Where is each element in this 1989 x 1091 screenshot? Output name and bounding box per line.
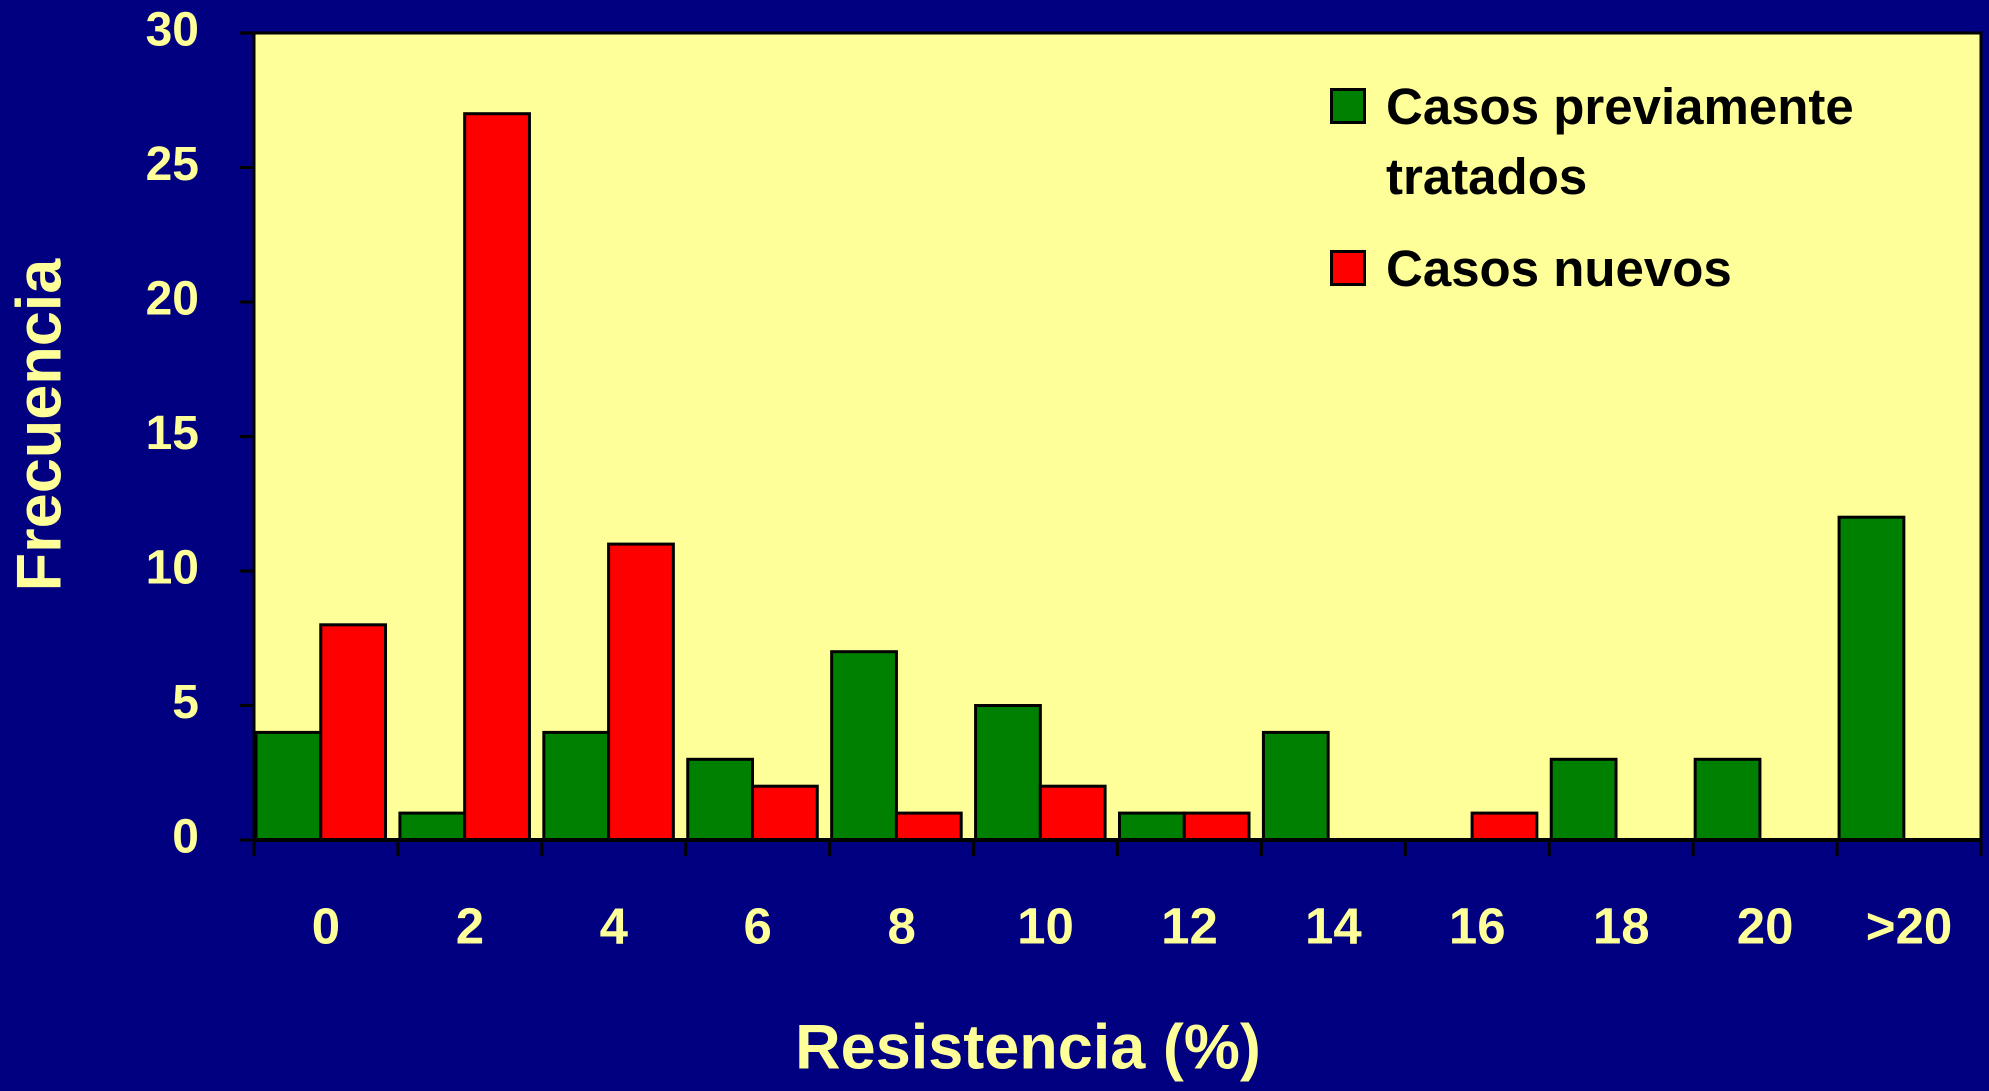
x-tick-label: 12 bbox=[1161, 897, 1218, 954]
y-tick-label: 30 bbox=[146, 4, 199, 57]
x-tick-label: 20 bbox=[1737, 897, 1794, 954]
bar bbox=[607, 542, 675, 842]
x-tick-label: 10 bbox=[1017, 897, 1074, 954]
bar bbox=[1549, 757, 1618, 842]
bar bbox=[1182, 811, 1251, 842]
legend-swatch bbox=[1330, 88, 1366, 124]
bar bbox=[751, 784, 819, 842]
bar bbox=[1118, 811, 1186, 842]
bar bbox=[686, 757, 755, 842]
legend-label: Casos previamente tratados bbox=[1386, 78, 1854, 205]
y-tick-label: 20 bbox=[146, 273, 199, 326]
y-tick-label: 0 bbox=[172, 811, 199, 864]
y-axis-title: Frecuencia bbox=[5, 258, 75, 592]
x-tick-label: 0 bbox=[312, 897, 340, 954]
x-tick-label: 2 bbox=[456, 897, 484, 954]
x-tick-label: 4 bbox=[600, 897, 629, 954]
x-tick-label: >20 bbox=[1866, 897, 1953, 954]
bar bbox=[1038, 784, 1107, 842]
plot-area bbox=[252, 31, 1983, 842]
x-axis-title: Resistencia (%) bbox=[795, 1013, 1261, 1083]
y-tick-label: 10 bbox=[146, 542, 199, 595]
x-tick-label: 18 bbox=[1593, 897, 1650, 954]
y-tick-label: 25 bbox=[146, 138, 199, 191]
x-tick-label: 14 bbox=[1305, 897, 1362, 954]
legend-item: Casos nuevos bbox=[1330, 234, 1970, 304]
y-tick-label: 5 bbox=[172, 676, 199, 729]
bar bbox=[254, 730, 323, 842]
x-tick-label: 8 bbox=[887, 897, 915, 954]
x-tick-label: 6 bbox=[744, 897, 772, 954]
bar bbox=[542, 730, 611, 842]
bar bbox=[1837, 515, 1906, 842]
legend-item: Casos previamente tratados bbox=[1330, 72, 1970, 212]
bar bbox=[1261, 730, 1330, 842]
x-tick-label: 16 bbox=[1449, 897, 1506, 954]
bar bbox=[1693, 757, 1762, 842]
bar bbox=[1470, 811, 1539, 842]
y-tick-label: 15 bbox=[146, 407, 199, 460]
bar bbox=[894, 811, 963, 842]
bar bbox=[463, 112, 531, 842]
legend: Casos previamente tratados Casos nuevos bbox=[1330, 72, 1970, 326]
bar bbox=[830, 650, 898, 842]
bar bbox=[398, 811, 467, 842]
bar bbox=[319, 623, 388, 842]
legend-swatch bbox=[1330, 250, 1366, 286]
bar bbox=[974, 704, 1042, 842]
legend-label: Casos nuevos bbox=[1386, 240, 1732, 297]
